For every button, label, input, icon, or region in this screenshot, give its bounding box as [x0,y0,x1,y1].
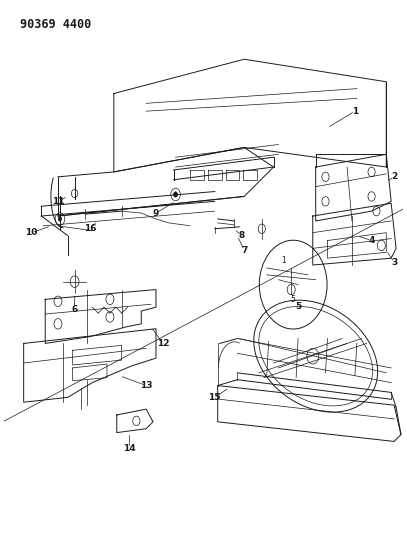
Circle shape [173,192,177,197]
Text: 12: 12 [157,339,169,348]
Text: 1: 1 [352,107,358,116]
Text: 7: 7 [241,246,247,255]
Text: 15: 15 [208,393,221,402]
Text: 13: 13 [140,381,152,390]
Text: 6: 6 [72,305,78,313]
Text: 2: 2 [391,172,397,181]
Text: 9: 9 [153,208,159,217]
Text: 1: 1 [281,256,286,264]
Circle shape [58,217,61,221]
Text: 5: 5 [291,295,295,304]
Text: 5: 5 [295,302,301,311]
Text: 14: 14 [123,444,136,453]
Text: 10: 10 [25,228,38,237]
Circle shape [259,240,327,329]
Text: 4: 4 [368,236,375,245]
Text: 90369 4400: 90369 4400 [20,19,91,31]
Text: 16: 16 [84,224,96,233]
Text: 8: 8 [238,231,244,240]
Text: 3: 3 [391,257,397,266]
Text: 11: 11 [52,197,64,206]
